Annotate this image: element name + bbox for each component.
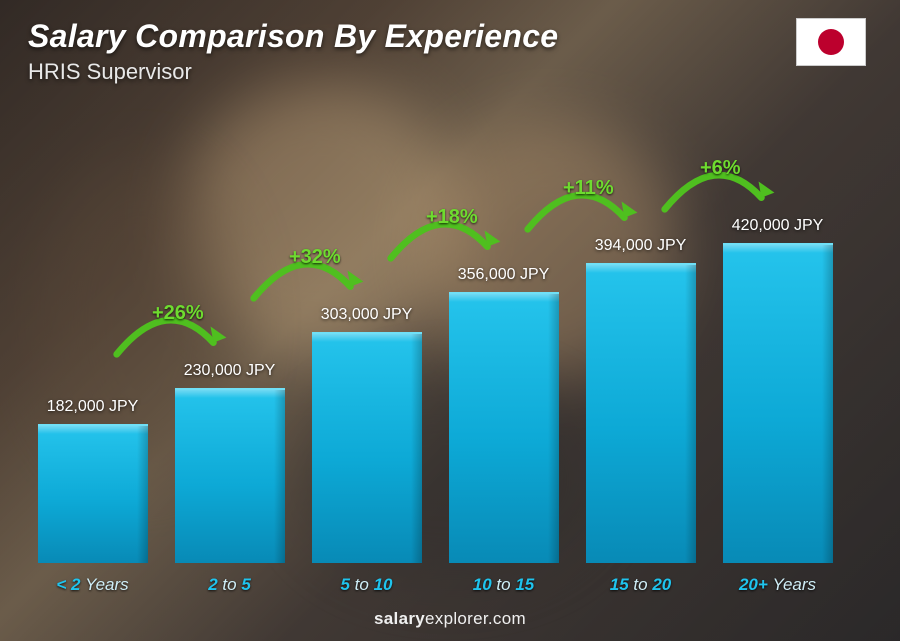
bar-column: 394,000 JPY15 to 20+11%: [578, 237, 703, 563]
bar-category-label: 15 to 20: [610, 575, 672, 595]
salary-bar-chart: 182,000 JPY< 2 Years230,000 JPY2 to 5+26…: [30, 120, 840, 563]
growth-percent-label: +11%: [563, 177, 614, 200]
growth-percent-label: +32%: [289, 246, 341, 269]
bar-column: 356,000 JPY10 to 15+18%: [441, 266, 566, 563]
growth-percent-label: +6%: [700, 157, 741, 180]
job-subtitle: HRIS Supervisor: [28, 59, 872, 85]
bar-value-label: 394,000 JPY: [595, 237, 687, 255]
header: Salary Comparison By Experience HRIS Sup…: [28, 18, 872, 85]
bar: [723, 243, 833, 563]
bar: [449, 292, 559, 563]
country-flag-japan: [796, 18, 866, 66]
bar-category-label: 2 to 5: [208, 575, 251, 595]
bar-column: 182,000 JPY< 2 Years: [30, 398, 155, 563]
growth-percent-label: +26%: [152, 302, 204, 325]
page-title: Salary Comparison By Experience: [28, 18, 872, 55]
footer-brand: salaryexplorer.com: [0, 609, 900, 629]
bar-value-label: 182,000 JPY: [47, 398, 139, 416]
bar: [312, 332, 422, 563]
bar: [175, 388, 285, 563]
bar: [586, 263, 696, 563]
bar-category-label: 5 to 10: [340, 575, 392, 595]
bar-value-label: 420,000 JPY: [732, 217, 824, 235]
bar-value-label: 230,000 JPY: [184, 362, 276, 380]
bar-category-label: < 2 Years: [56, 575, 128, 595]
bar-column: 420,000 JPY20+ Years+6%: [715, 217, 840, 563]
bar-category-label: 20+ Years: [739, 575, 816, 595]
bar-column: 303,000 JPY5 to 10+32%: [304, 306, 429, 563]
bar-value-label: 303,000 JPY: [321, 306, 413, 324]
bar-category-label: 10 to 15: [473, 575, 535, 595]
bar-column: 230,000 JPY2 to 5+26%: [167, 362, 292, 563]
brand-bold: salary: [374, 609, 425, 628]
brand-rest: explorer.com: [425, 609, 526, 628]
bar: [38, 424, 148, 563]
flag-disc-icon: [818, 29, 844, 55]
growth-percent-label: +18%: [426, 206, 478, 229]
bar-value-label: 356,000 JPY: [458, 266, 550, 284]
